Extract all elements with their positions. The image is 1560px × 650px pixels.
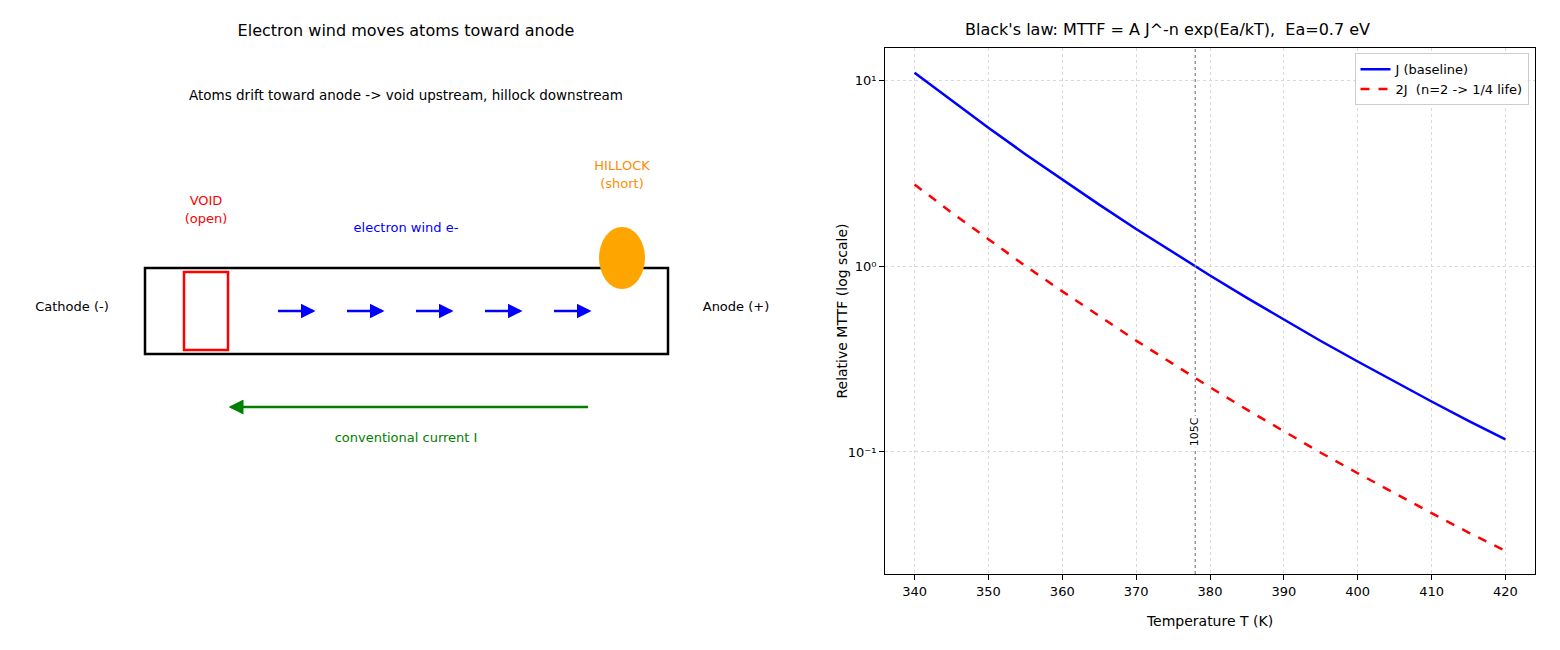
- svg-text:J (baseline): J (baseline): [1395, 62, 1469, 77]
- svg-text:10¹: 10¹: [855, 73, 877, 88]
- svg-text:Temperature T (K): Temperature T (K): [1146, 613, 1273, 629]
- svg-text:Black's law: MTTF = A J^-n exp: Black's law: MTTF = A J^-n exp(Ea/kT), E…: [965, 20, 1370, 39]
- svg-text:390: 390: [1271, 584, 1296, 599]
- svg-text:Atoms drift toward anode -> vo: Atoms drift toward anode -> void upstrea…: [189, 87, 623, 103]
- svg-text:350: 350: [976, 584, 1001, 599]
- svg-text:Anode (+): Anode (+): [703, 299, 770, 314]
- svg-text:400: 400: [1345, 584, 1370, 599]
- svg-text:VOID: VOID: [190, 193, 223, 208]
- svg-text:Relative MTTF (log scale): Relative MTTF (log scale): [834, 223, 850, 398]
- svg-text:370: 370: [1124, 584, 1149, 599]
- svg-text:(short): (short): [600, 176, 644, 191]
- svg-text:360: 360: [1050, 584, 1075, 599]
- svg-text:electron wind e-: electron wind e-: [354, 220, 459, 235]
- svg-text:105C: 105C: [1188, 417, 1201, 446]
- svg-text:Electron wind moves atoms towa: Electron wind moves atoms toward anode: [238, 21, 575, 40]
- svg-text:conventional current I: conventional current I: [335, 430, 478, 445]
- svg-text:2J (n=2 -> 1/4 life): 2J (n=2 -> 1/4 life): [1396, 82, 1523, 97]
- svg-text:410: 410: [1419, 584, 1444, 599]
- svg-text:10⁻¹: 10⁻¹: [848, 444, 877, 459]
- svg-text:340: 340: [902, 584, 927, 599]
- svg-text:380: 380: [1198, 584, 1223, 599]
- svg-text:HILLOCK: HILLOCK: [594, 158, 650, 173]
- svg-text:420: 420: [1493, 584, 1518, 599]
- svg-text:(open): (open): [185, 211, 228, 226]
- svg-text:Cathode (-): Cathode (-): [35, 299, 109, 314]
- svg-text:10⁰: 10⁰: [855, 259, 877, 274]
